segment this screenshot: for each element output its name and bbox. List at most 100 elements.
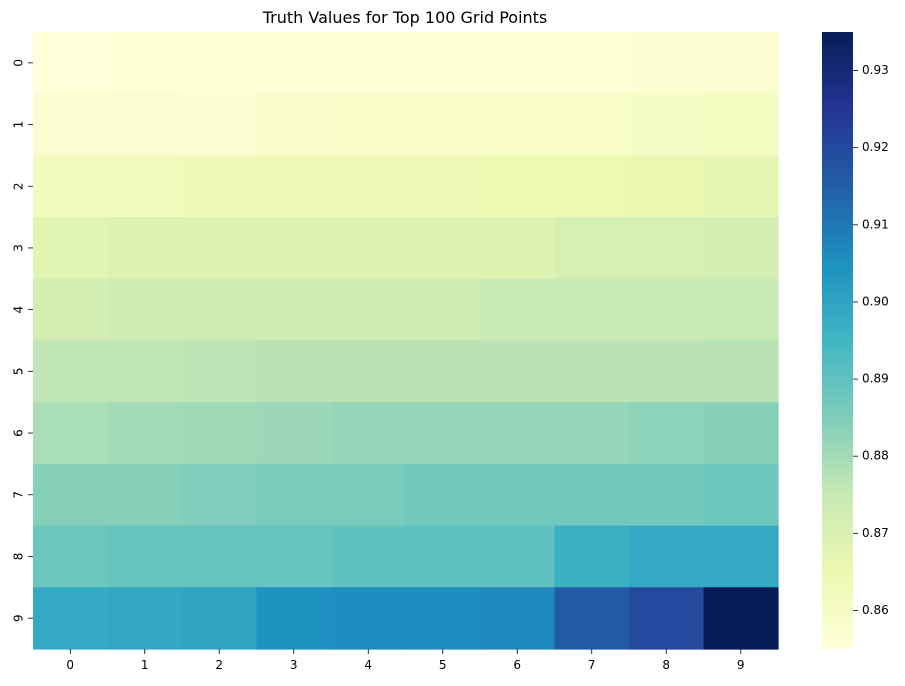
heatmap-cell-r4-c3 <box>256 278 332 342</box>
colorbar-tick-label: 0.87 <box>862 526 889 540</box>
heatmap-cell-r6-c6 <box>480 402 556 465</box>
heatmap-cell-r6-c2 <box>182 402 258 465</box>
heatmap-cell-r4-c2 <box>182 278 258 342</box>
heatmap-cell-r7-c5 <box>405 463 481 527</box>
heatmap-cell-r8-c7 <box>554 525 630 588</box>
heatmap-cell-r0-c0 <box>33 32 109 95</box>
heatmap-cell-r7-c8 <box>629 463 705 527</box>
heatmap-cell-r4-c9 <box>703 278 779 342</box>
heatmap-cell-r8-c0 <box>33 525 109 588</box>
heatmap-cell-r8-c8 <box>629 525 705 588</box>
heatmap-cell-r1-c6 <box>480 93 556 156</box>
heatmap-cell-r5-c2 <box>182 340 258 403</box>
x-tick-label: 4 <box>364 658 372 672</box>
heatmap-cell-r0-c7 <box>554 32 630 95</box>
heatmap-cell-r1-c2 <box>182 93 258 156</box>
heatmap-cell-r0-c1 <box>107 32 183 95</box>
heatmap-cell-r3-c5 <box>405 217 481 280</box>
heatmap-cell-r5-c3 <box>256 340 332 403</box>
heatmap-cell-r3-c8 <box>629 217 705 280</box>
heatmap-cell-r0-c9 <box>703 32 779 95</box>
heatmap-cell-r7-c7 <box>554 463 630 527</box>
heatmap-cell-r1-c4 <box>331 93 407 156</box>
heatmap-cell-r9-c4 <box>331 587 407 650</box>
heatmap-cell-r6-c0 <box>33 402 109 465</box>
heatmap-cell-r2-c4 <box>331 155 407 218</box>
y-tick-label: 0 <box>12 59 26 67</box>
colorbar-tick-label: 0.86 <box>862 603 889 617</box>
heatmap-cell-r9-c0 <box>33 587 109 650</box>
y-tick-label: 4 <box>12 306 26 314</box>
heatmap-cell-r7-c4 <box>331 463 407 527</box>
heatmap-cell-r4-c7 <box>554 278 630 342</box>
colorbar-tick-label: 0.92 <box>862 140 889 154</box>
heatmap-cell-r2-c5 <box>405 155 481 218</box>
y-axis: 0 1 2 3 4 5 6 7 8 9 <box>12 59 33 622</box>
x-tick-label: 6 <box>513 658 521 672</box>
heatmap-cell-r4-c5 <box>405 278 481 342</box>
heatmap-cell-r5-c6 <box>480 340 556 403</box>
heatmap-cell-r8-c1 <box>107 525 183 588</box>
heatmap-cell-r9-c1 <box>107 587 183 650</box>
heatmap-cell-r3-c4 <box>331 217 407 280</box>
heatmap-cell-r9-c7 <box>554 587 630 650</box>
heatmap-cell-r2-c8 <box>629 155 705 218</box>
heatmap-cell-r3-c6 <box>480 217 556 280</box>
heatmap-cell-r4-c6 <box>480 278 556 342</box>
heatmap-cell-r9-c5 <box>405 587 481 650</box>
heatmap-cell-r4-c0 <box>33 278 109 342</box>
heatmap-cell-r3-c9 <box>703 217 779 280</box>
heatmap-cell-r2-c9 <box>703 155 779 218</box>
heatmap-cell-r9-c8 <box>629 587 705 650</box>
heatmap-cell-r8-c5 <box>405 525 481 588</box>
heatmap-cell-r5-c5 <box>405 340 481 403</box>
heatmap-cell-r5-c9 <box>703 340 779 403</box>
heatmap-cell-r3-c0 <box>33 217 109 280</box>
x-tick-label: 0 <box>66 658 74 672</box>
heatmap-cell-r3-c7 <box>554 217 630 280</box>
heatmap-cell-r2-c2 <box>182 155 258 218</box>
heatmap-cell-r0-c5 <box>405 32 481 95</box>
heatmap-cell-r2-c1 <box>107 155 183 218</box>
heatmap-cells <box>33 32 779 650</box>
heatmap-cell-r7-c1 <box>107 463 183 527</box>
heatmap-cell-r5-c7 <box>554 340 630 403</box>
heatmap-cell-r6-c8 <box>629 402 705 465</box>
heatmap-cell-r0-c6 <box>480 32 556 95</box>
x-axis: 0 1 2 3 4 5 6 7 8 9 <box>66 649 745 672</box>
y-tick-label: 8 <box>12 553 26 561</box>
colorbar-tick-label: 0.91 <box>862 217 889 231</box>
y-tick-label: 3 <box>12 244 26 252</box>
heatmap-cell-r7-c3 <box>256 463 332 527</box>
y-tick-label: 9 <box>12 614 26 622</box>
heatmap-cell-r1-c0 <box>33 93 109 156</box>
y-tick-label: 7 <box>12 491 26 499</box>
heatmap-cell-r2-c6 <box>480 155 556 218</box>
heatmap-cell-r2-c0 <box>33 155 109 218</box>
heatmap-cell-r8-c6 <box>480 525 556 588</box>
x-tick-label: 3 <box>290 658 298 672</box>
heatmap-cell-r9-c3 <box>256 587 332 650</box>
y-tick-label: 5 <box>12 368 26 376</box>
heatmap-cell-r9-c6 <box>480 587 556 650</box>
heatmap-cell-r6-c4 <box>331 402 407 465</box>
heatmap-cell-r4-c4 <box>331 278 407 342</box>
heatmap-cell-r3-c1 <box>107 217 183 280</box>
heatmap-cell-r1-c5 <box>405 93 481 156</box>
heatmap-cell-r5-c8 <box>629 340 705 403</box>
colorbar <box>822 32 853 649</box>
x-tick-label: 8 <box>662 658 670 672</box>
x-tick-label: 2 <box>215 658 223 672</box>
y-tick-label: 6 <box>12 429 26 437</box>
heatmap-cell-r2-c7 <box>554 155 630 218</box>
y-tick-label: 2 <box>12 182 26 190</box>
heatmap-cell-r2-c3 <box>256 155 332 218</box>
x-tick-label: 1 <box>141 658 149 672</box>
x-tick-label: 7 <box>588 658 596 672</box>
heatmap-cell-r7-c6 <box>480 463 556 527</box>
colorbar-axis: 0.86 0.87 0.88 0.89 0.90 0.91 0.92 0.93 <box>853 63 889 617</box>
heatmap-cell-r7-c0 <box>33 463 109 527</box>
y-tick-label: 1 <box>12 121 26 129</box>
